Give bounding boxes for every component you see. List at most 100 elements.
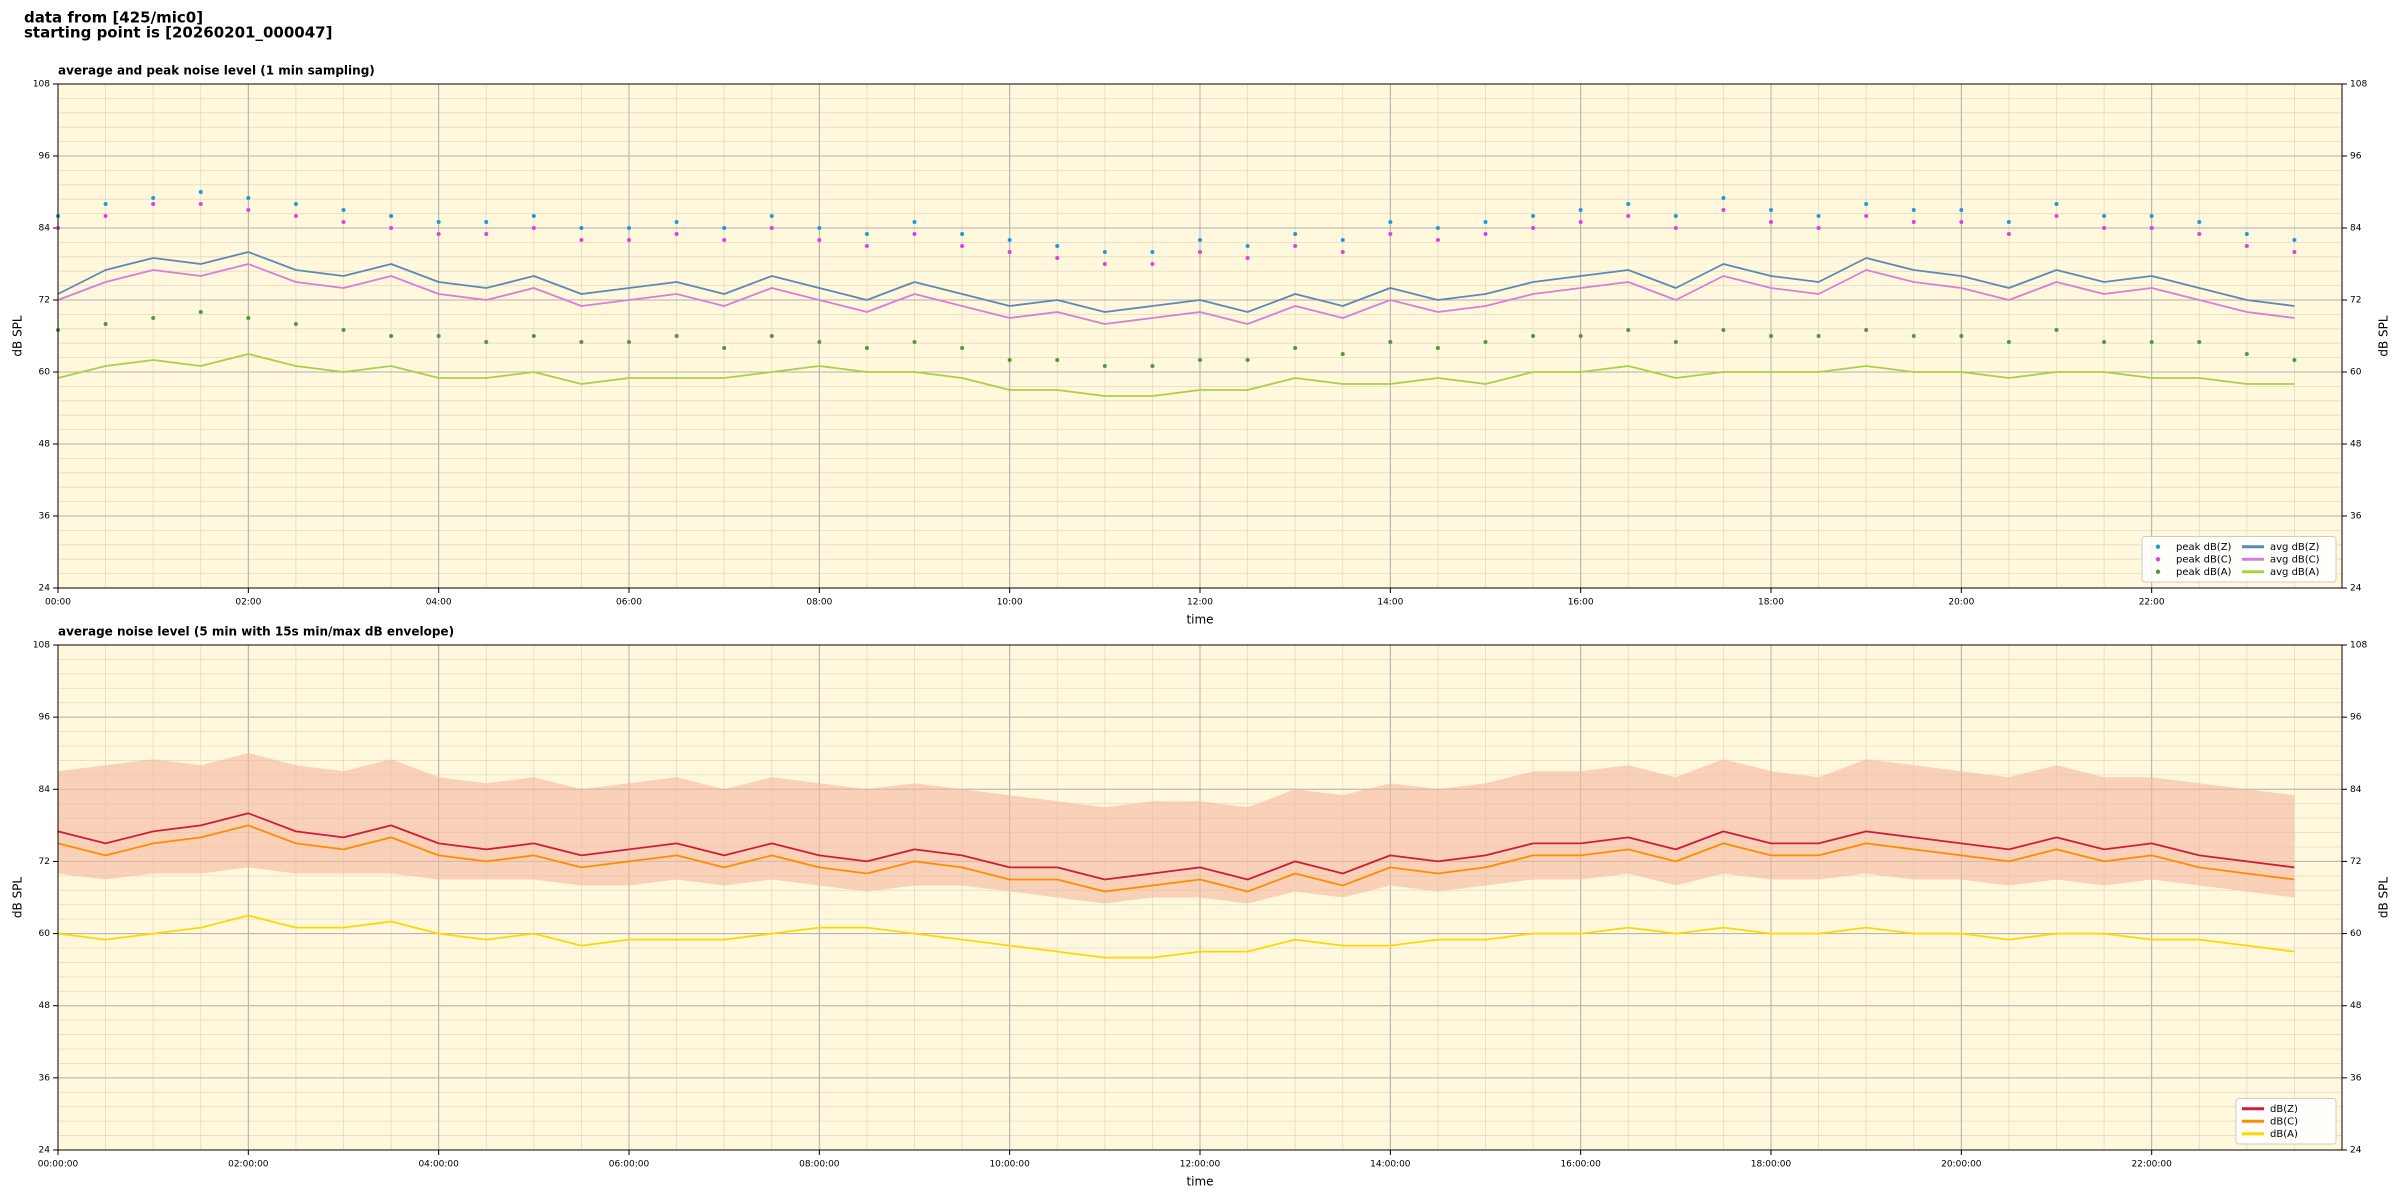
scatter-point bbox=[864, 346, 869, 350]
scatter-point bbox=[2102, 226, 2107, 230]
scatter-point bbox=[1816, 214, 1821, 218]
y-tick-label: 24 bbox=[39, 1146, 51, 1156]
y-tick-label: 60 bbox=[2350, 929, 2362, 939]
line-series bbox=[57, 353, 2295, 397]
scatter-point bbox=[1055, 244, 1060, 248]
line-series bbox=[57, 824, 2295, 893]
scatter-point bbox=[722, 238, 727, 242]
y-tick-label: 72 bbox=[2350, 857, 2361, 867]
scatter-point bbox=[1102, 250, 1107, 254]
scatter-point bbox=[912, 232, 917, 236]
scatter-point bbox=[960, 244, 965, 248]
scatter-point bbox=[1864, 328, 1869, 332]
scatter-point bbox=[246, 316, 251, 320]
scatter-point bbox=[2292, 358, 2297, 362]
scatter-point bbox=[389, 334, 394, 338]
line-series bbox=[57, 914, 2295, 959]
scatter-point bbox=[2292, 238, 2297, 242]
scatter-point bbox=[1769, 208, 1773, 212]
x-tick-label: 16:00 bbox=[1568, 598, 1594, 608]
x-tick-label: 06:00:00 bbox=[609, 1160, 650, 1170]
y-tick-label: 72 bbox=[2350, 296, 2361, 306]
scatter-point bbox=[2006, 340, 2011, 344]
scatter-point bbox=[817, 340, 822, 344]
scatter-point bbox=[531, 226, 536, 230]
scatter-point bbox=[1959, 220, 1964, 224]
scatter-point bbox=[484, 232, 489, 236]
scatter-point bbox=[2244, 232, 2249, 236]
scatter-point bbox=[2149, 340, 2154, 344]
scatter-point bbox=[293, 202, 298, 206]
scatter-point bbox=[1198, 358, 1202, 362]
line-series bbox=[57, 251, 2295, 313]
x-tick-label: 04:00:00 bbox=[418, 1160, 459, 1170]
scatter-point bbox=[151, 316, 156, 320]
y-axis-label: dB SPL bbox=[2377, 315, 2391, 357]
scatter-point bbox=[2197, 232, 2202, 236]
scatter-point bbox=[1721, 328, 1726, 332]
scatter-point bbox=[198, 190, 203, 194]
header-line: data from [425/mic0] bbox=[24, 9, 203, 27]
x-tick-label: 04:00 bbox=[426, 598, 452, 608]
y-tick-label: 96 bbox=[39, 713, 51, 723]
y-tick-label: 96 bbox=[2350, 713, 2362, 723]
scatter-point bbox=[198, 202, 203, 206]
y-tick-label: 24 bbox=[39, 584, 51, 594]
x-tick-label: 12:00:00 bbox=[1180, 1160, 1221, 1170]
scatter-point bbox=[1055, 256, 1060, 260]
x-tick-label: 02:00:00 bbox=[228, 1160, 269, 1170]
x-tick-label: 18:00:00 bbox=[1751, 1160, 1792, 1170]
y-tick-label: 108 bbox=[33, 641, 50, 651]
scatter-point bbox=[1531, 226, 1536, 230]
scatter-point bbox=[1388, 220, 1393, 224]
x-tick-label: 00:00 bbox=[45, 598, 71, 608]
y-axis-label: dB SPL bbox=[2377, 877, 2391, 919]
scatter-point bbox=[1578, 334, 1583, 338]
scatter-point bbox=[151, 202, 156, 206]
scatter-point bbox=[1483, 340, 1488, 344]
scatter-point bbox=[1816, 226, 1821, 230]
x-tick-label: 08:00 bbox=[806, 598, 832, 608]
scatter-point bbox=[1911, 334, 1916, 338]
scatter-point bbox=[674, 220, 679, 224]
y-tick-label: 48 bbox=[2350, 1001, 2362, 1011]
scatter-point bbox=[674, 232, 679, 236]
scatter-point bbox=[1864, 202, 1869, 206]
y-axis-label: dB SPL bbox=[11, 877, 25, 919]
scatter-point bbox=[246, 208, 251, 212]
scatter-point bbox=[1626, 214, 1631, 218]
legend-label: peak dB(A) bbox=[2176, 567, 2232, 578]
scatter-point bbox=[817, 226, 822, 230]
scatter-point bbox=[341, 220, 346, 224]
scatter-point bbox=[1388, 340, 1393, 344]
y-tick-label: 84 bbox=[2350, 785, 2362, 795]
scatter-point bbox=[1578, 220, 1583, 224]
scatter-point bbox=[1340, 352, 1345, 356]
scatter-point bbox=[1102, 262, 1107, 266]
scatter-point bbox=[2054, 328, 2059, 332]
scatter-point bbox=[2054, 202, 2059, 206]
x-tick-label: 02:00 bbox=[235, 598, 261, 608]
y-tick-label: 60 bbox=[39, 929, 51, 939]
x-tick-label: 20:00 bbox=[1948, 598, 1974, 608]
scatter-point bbox=[960, 232, 965, 236]
x-axis-label: time bbox=[1186, 1175, 1213, 1189]
scatter-point bbox=[1435, 238, 1440, 242]
scatter-point bbox=[531, 334, 536, 338]
scatter-point bbox=[1673, 340, 1678, 344]
y-tick-label: 72 bbox=[39, 857, 50, 867]
legend-box bbox=[2141, 536, 2337, 583]
y-tick-label: 108 bbox=[2350, 641, 2367, 651]
x-axis-label: time bbox=[1186, 613, 1213, 627]
legend-label: dB(A) bbox=[2270, 1129, 2298, 1140]
scatter-point bbox=[769, 334, 774, 338]
scatter-point bbox=[2102, 340, 2107, 344]
scatter-point bbox=[531, 214, 536, 218]
scatter-point bbox=[341, 208, 346, 212]
y-tick-label: 24 bbox=[2350, 584, 2362, 594]
scatter-point bbox=[2006, 220, 2011, 224]
scatter-point bbox=[1102, 364, 1107, 368]
x-tick-label: 22:00 bbox=[2139, 598, 2165, 608]
scatter-point bbox=[1435, 226, 1440, 230]
